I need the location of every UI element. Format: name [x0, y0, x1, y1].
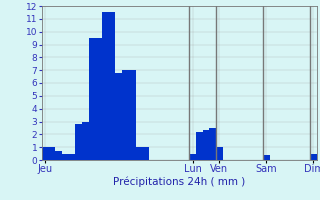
Bar	[196, 132, 203, 160]
Bar	[310, 154, 317, 160]
Bar	[68, 154, 75, 160]
Bar	[116, 73, 122, 160]
Bar	[95, 38, 102, 160]
Bar	[75, 124, 82, 160]
Bar	[209, 128, 216, 160]
X-axis label: Précipitations 24h ( mm ): Précipitations 24h ( mm )	[113, 177, 245, 187]
Bar	[55, 151, 62, 160]
Bar	[42, 147, 48, 160]
Bar	[82, 121, 89, 160]
Bar	[122, 70, 129, 160]
Bar	[89, 38, 95, 160]
Bar	[129, 70, 136, 160]
Bar	[263, 155, 270, 160]
Bar	[136, 147, 142, 160]
Bar	[62, 154, 68, 160]
Bar	[109, 12, 116, 160]
Bar	[216, 147, 223, 160]
Bar	[189, 154, 196, 160]
Bar	[48, 147, 55, 160]
Bar	[102, 12, 109, 160]
Bar	[142, 147, 149, 160]
Bar	[203, 130, 209, 160]
